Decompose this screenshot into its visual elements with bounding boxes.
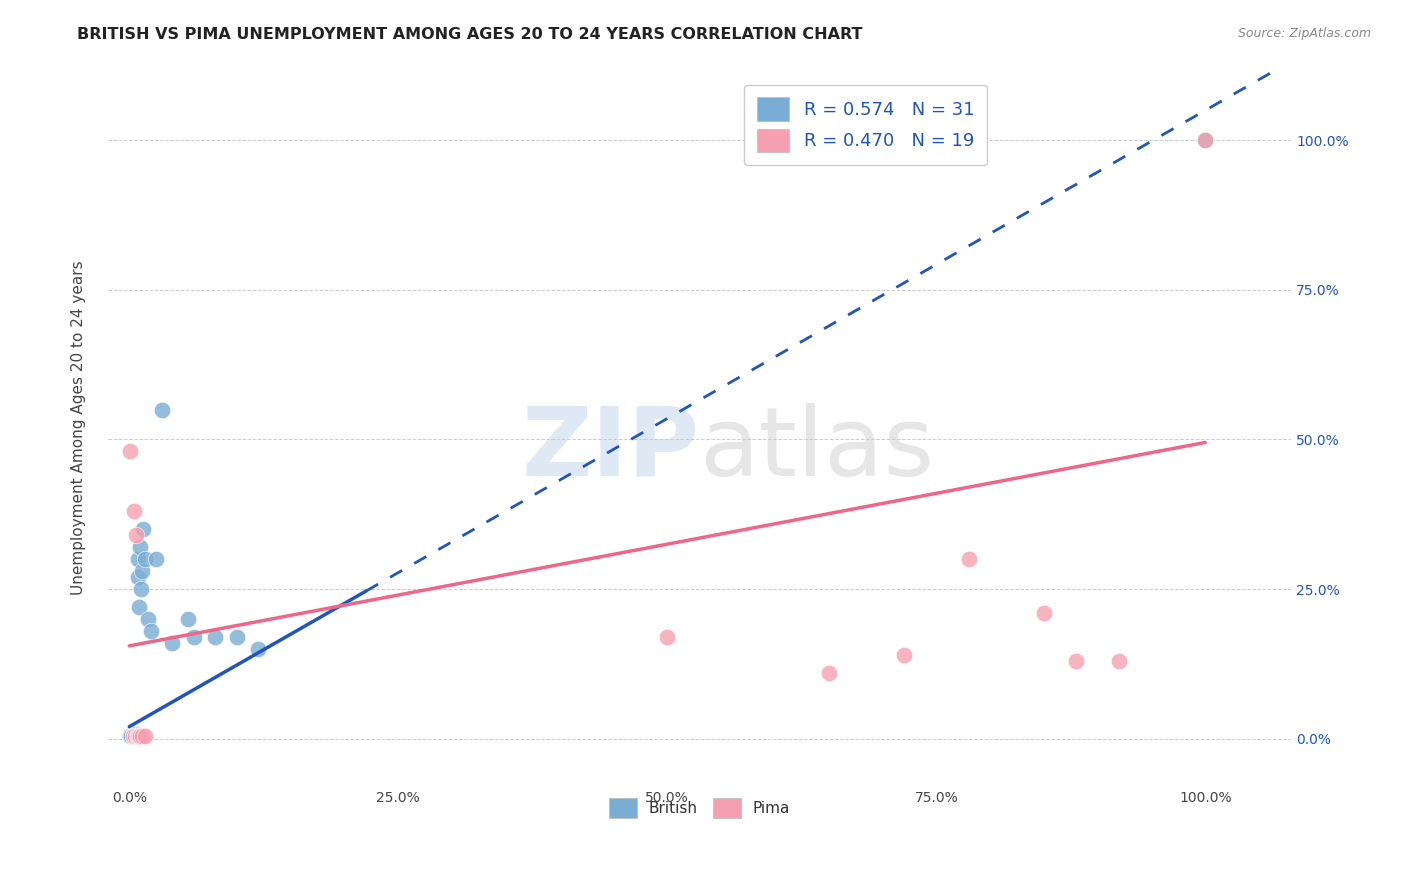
Point [136,612,159,626]
Point [183,630,205,644]
Text: BRITISH VS PIMA UNEMPLOYMENT AMONG AGES 20 TO 24 YEARS CORRELATION CHART: BRITISH VS PIMA UNEMPLOYMENT AMONG AGES … [77,27,863,42]
Point [120,729,142,743]
Point [657,630,679,644]
Point [131,729,153,743]
Point [225,630,247,644]
Point [128,599,150,614]
Point [150,402,173,417]
Point [131,564,153,578]
Point [1194,133,1216,147]
Point [121,729,143,743]
Point [125,729,148,743]
Point [162,636,184,650]
Point [125,729,148,743]
Point [122,729,145,743]
Point [129,540,152,554]
Point [125,728,148,742]
Point [1032,606,1054,620]
Point [125,729,148,743]
Point [122,504,145,518]
Point [177,612,200,626]
Point [1064,654,1087,668]
Point [134,552,156,566]
Y-axis label: Unemployment Among Ages 20 to 24 years: Unemployment Among Ages 20 to 24 years [72,260,86,595]
Point [139,624,162,638]
Point [247,641,270,656]
Text: Source: ZipAtlas.com: Source: ZipAtlas.com [1237,27,1371,40]
Point [1194,133,1216,147]
Point [145,552,167,566]
Point [120,444,142,458]
Legend: British, Pima: British, Pima [602,790,797,825]
Point [127,552,149,566]
Point [120,729,142,743]
Point [121,729,143,743]
Point [1108,654,1130,668]
Point [127,570,149,584]
Point [204,630,226,644]
Point [129,582,152,596]
Point [121,729,143,743]
Point [132,522,155,536]
Point [129,729,152,743]
Point [128,729,150,743]
Point [125,528,148,542]
Point [134,729,156,743]
Point [124,729,146,743]
Point [957,552,980,566]
Point [817,665,839,680]
Point [893,648,915,662]
Point [124,728,146,742]
Point [124,729,146,743]
Text: atlas: atlas [700,402,935,496]
Point [127,729,149,743]
Text: ZIP: ZIP [522,402,700,496]
Point [122,728,145,742]
Point [125,727,148,741]
